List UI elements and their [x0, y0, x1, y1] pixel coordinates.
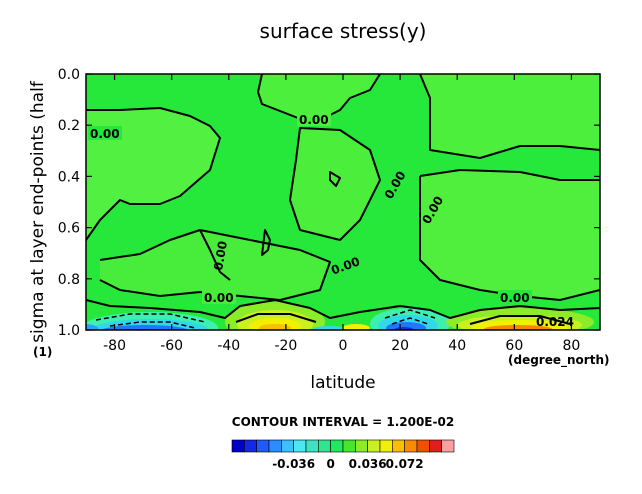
contour-line-9 [261, 229, 271, 256]
x-axis: -80 -60 -40 -20 0 20 40 60 80 [103, 74, 580, 354]
contour-line-11 [86, 299, 600, 319]
negative-contour-line-3 [384, 309, 436, 319]
contour-line-2 [419, 74, 600, 159]
colorbar-tick-label: -0.036 [272, 457, 315, 471]
contour-label-7: 0.00 [204, 291, 234, 305]
region-light-green-top-mid [230, 74, 600, 158]
contour-label-8: 0.00 [500, 291, 530, 305]
contour-label-5: 0.00 [211, 240, 230, 272]
contour-line-10 [329, 171, 341, 187]
colorbar [231, 439, 455, 453]
contour-label-2: 0.00 [299, 113, 329, 127]
blob-negative-right-3 [386, 322, 426, 330]
x-tick-label: 80 [563, 338, 581, 354]
negative-contour-line-1 [95, 313, 206, 323]
colorbar-tick-label: 0 [326, 457, 334, 471]
y-tick-label: 0.4 [58, 169, 80, 185]
contour-line-13 [469, 315, 571, 325]
colorbar-swatch [268, 439, 282, 453]
colorbar-swatch [367, 439, 381, 453]
contour-label-9: 0.024 [536, 315, 574, 329]
y-tick-label: 0.6 [58, 221, 80, 237]
contour-line-7 [99, 229, 331, 301]
x-tick-label: 0 [339, 338, 348, 354]
blob-positive-right-4 [484, 325, 552, 330]
colorbar-swatch [404, 439, 418, 453]
y-tick-label: 0.2 [58, 118, 80, 134]
negative-contour-line-2 [109, 321, 196, 329]
zero-contour-lines [86, 74, 600, 325]
plot-area [86, 74, 600, 330]
x-tick-label: 20 [391, 338, 409, 354]
x-tick-label: -40 [217, 338, 240, 354]
colorbar-swatch [355, 439, 368, 453]
blob-positive-right-5 [342, 324, 370, 330]
colorbar-swatch [256, 439, 270, 453]
y-tick-label: 0.8 [58, 272, 80, 288]
contour-line-8 [199, 229, 231, 281]
colorbar-swatch [330, 439, 344, 453]
x-tick-label: -20 [274, 338, 297, 354]
colorbar-swatch [441, 439, 455, 453]
negative-contour-line-4 [391, 317, 429, 325]
blob-negative-left-3 [100, 325, 190, 330]
contour-line-5 [419, 169, 600, 181]
colorbar-swatch [429, 439, 442, 453]
colorbar-tick-labels: -0.036 0 0.036 0.072 [272, 457, 423, 471]
region-light-green-lowleft [100, 230, 330, 300]
colorbar-swatch [318, 439, 331, 453]
region-light-green-right [420, 170, 600, 300]
contour-line-6 [419, 176, 600, 301]
y-tick-label: 1.0 [58, 323, 80, 339]
colorbar-swatch [244, 439, 257, 453]
contour-label-1: 0.00 [90, 127, 120, 141]
chart-title: surface stress(y) [260, 19, 427, 43]
y-axis-units: (1) [33, 345, 52, 359]
contour-line-4 [289, 127, 381, 241]
negative-contour-lines [95, 309, 436, 329]
y-tick-label: 0.0 [58, 67, 80, 83]
colorbar-swatch [293, 439, 307, 453]
contour-interval-text: CONTOUR INTERVAL = 1.200E-02 [232, 415, 454, 429]
x-tick-label: 60 [505, 338, 523, 354]
y-axis-label: sigma at layer end-points (half [28, 80, 48, 343]
y-axis: 0.0 0.2 0.4 0.6 0.8 1.0 [58, 67, 600, 339]
colorbar-tick-label: 0.036 [349, 457, 387, 471]
colorbar-swatch [342, 439, 356, 453]
colorbar-swatch [379, 439, 393, 453]
colorbar-swatch [231, 439, 245, 453]
x-axis-label: latitude [310, 373, 375, 393]
blob-negative-right-5 [312, 326, 348, 330]
blob-positive-left-4 [259, 324, 291, 330]
x-tick-label: -80 [103, 338, 126, 354]
x-axis-units: (degree_north) [508, 353, 609, 368]
colorbar-swatch [305, 439, 319, 453]
x-tick-label: 40 [448, 338, 466, 354]
colorbar-swatch [416, 439, 430, 453]
colorbar-swatch [281, 439, 294, 453]
colorbar-swatch [392, 439, 405, 453]
contour-line-12 [235, 313, 317, 323]
x-tick-label: -60 [160, 338, 183, 354]
contour-line-3 [86, 107, 221, 241]
colorbar-tick-label: 0.072 [386, 457, 424, 471]
blob-negative-left-5 [86, 324, 99, 330]
region-light-green-left [86, 108, 220, 240]
